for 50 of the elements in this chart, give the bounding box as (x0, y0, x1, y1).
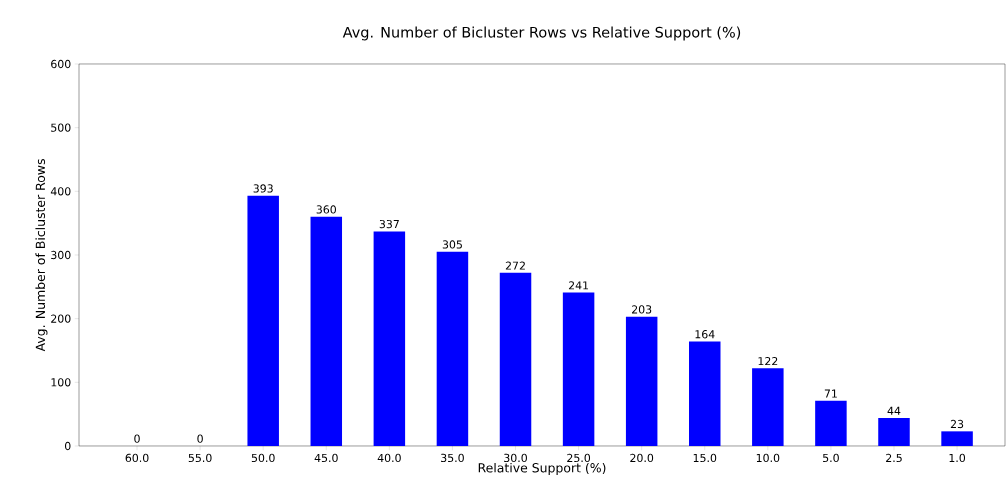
data-label: 164 (695, 330, 715, 339)
y-tick-label: 200 (51, 314, 71, 323)
y-tick-label: 500 (51, 123, 71, 132)
data-label: 122 (758, 357, 778, 366)
x-tick-label: 50.0 (251, 453, 275, 463)
bar (310, 216, 343, 446)
x-tick-label: 2.5 (886, 453, 902, 463)
data-label: 71 (824, 389, 837, 398)
data-label: 241 (568, 281, 589, 290)
bar (752, 368, 784, 446)
x-tick-label: 40.0 (377, 453, 401, 463)
bar (499, 272, 532, 446)
y-tick-label: 0 (64, 441, 71, 451)
x-axis-title: Relative Support (%) (478, 462, 606, 475)
bar (941, 431, 973, 446)
data-label: 393 (253, 184, 273, 193)
y-tick-label: 600 (51, 59, 71, 69)
bar (247, 195, 279, 446)
y-tick-label: 400 (50, 187, 71, 196)
data-label: 0 (197, 434, 203, 443)
bar (625, 316, 658, 446)
bar (815, 400, 847, 446)
data-label: 0 (134, 434, 140, 443)
bar (562, 292, 595, 446)
y-axis-title: Avg. Number of Bicluster Rows (35, 159, 48, 352)
y-tick-label: 100 (51, 378, 71, 387)
bar (436, 251, 469, 446)
bar (373, 231, 406, 446)
x-tick-label: 25.0 (567, 453, 591, 463)
chart-title: Avg. Number of Bicluster Rows vs Relative Support (%) (342, 26, 741, 41)
x-tick-label: 55.0 (188, 453, 212, 463)
data-label: 203 (632, 305, 652, 314)
bar (878, 417, 910, 446)
data-label: 305 (442, 240, 462, 249)
x-tick-label: 10.0 (756, 453, 780, 463)
x-tick-label: 60.0 (125, 453, 149, 463)
data-label: 23 (950, 419, 964, 429)
data-label: 337 (379, 219, 399, 229)
bar (689, 341, 721, 446)
x-tick-label: 20.0 (630, 453, 654, 463)
x-tick-label: 45.0 (314, 453, 338, 463)
x-tick-label: 35.0 (441, 453, 464, 463)
data-label: 272 (505, 261, 525, 270)
x-tick-label: 1.0 (949, 453, 966, 463)
x-tick-label: 30.0 (504, 453, 527, 463)
data-label: 360 (316, 205, 336, 214)
x-tick-label: 15.0 (693, 453, 717, 463)
y-tick-label: 300 (51, 250, 71, 260)
x-tick-label: 5.0 (823, 453, 839, 463)
data-label: 44 (887, 406, 901, 415)
